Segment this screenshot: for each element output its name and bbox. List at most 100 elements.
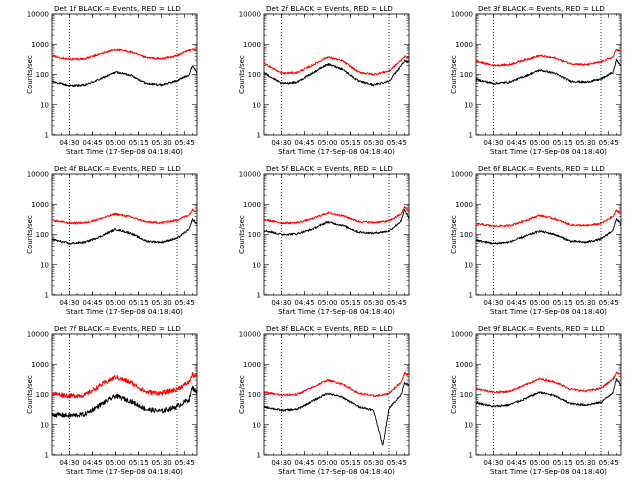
y-axis-label: Counts/sec: [26, 55, 34, 94]
chart-title: Det 5f BLACK = Events, RED = LLD: [266, 164, 393, 173]
x-tick-label: 05:30: [152, 299, 172, 307]
x-tick-label: 05:45: [387, 299, 407, 307]
y-axis-label: Counts/sec: [26, 215, 34, 254]
chart-panel: Det 5f BLACK = Events, RED = LLD 1 10 100 10…: [238, 164, 410, 316]
x-tick-label: 05:30: [364, 459, 384, 467]
lld-series-line: [263, 55, 410, 76]
y-tick-label: 10000: [27, 331, 49, 339]
events-series-line: [475, 378, 622, 408]
y-tick-label: 1: [257, 452, 261, 460]
x-tick-label: 05:15: [340, 459, 360, 467]
x-tick-label: 04:45: [294, 459, 314, 467]
events-series-line: [51, 65, 198, 88]
x-tick-label: 05:45: [599, 139, 619, 147]
x-tick-label: 04:30: [483, 139, 503, 147]
x-tick-label: 05:15: [128, 459, 148, 467]
y-tick-label: 100: [36, 71, 49, 79]
y-tick-label: 10000: [451, 331, 473, 339]
plot-frame: [51, 13, 198, 136]
events-series-line: [263, 208, 410, 236]
chart-title: Det 4f BLACK = Events, RED = LLD: [54, 164, 181, 173]
x-tick-label: 05:00: [105, 459, 125, 467]
chart-panel: Det 7f BLACK = Events, RED = LLD 1 10 100 10…: [26, 324, 198, 476]
x-tick-label: 04:45: [82, 139, 102, 147]
x-tick-label: 04:30: [271, 299, 291, 307]
y-tick-label: 100: [460, 391, 473, 399]
x-axis-label: Start Time (17-Sep-08 04:18:40): [66, 147, 183, 156]
y-tick-label: 1000: [243, 361, 261, 369]
y-tick-label: 100: [36, 231, 49, 239]
x-tick-label: 05:30: [576, 139, 596, 147]
y-tick-label: 10: [40, 421, 49, 429]
x-axis-label: Start Time (17-Sep-08 04:18:40): [278, 467, 395, 476]
x-tick-label: 05:00: [317, 299, 337, 307]
y-tick-label: 1000: [31, 201, 49, 209]
x-tick-label: 04:30: [483, 299, 503, 307]
x-tick-label: 05:30: [364, 139, 384, 147]
y-tick-label: 10000: [239, 331, 261, 339]
y-tick-label: 1000: [243, 41, 261, 49]
chart-title: Det 9f BLACK = Events, RED = LLD: [478, 324, 605, 333]
plot-frame: [51, 173, 198, 296]
chart-title: Det 3f BLACK = Events, RED = LLD: [478, 4, 605, 13]
x-tick-label: 05:15: [340, 299, 360, 307]
x-tick-label: 05:30: [152, 459, 172, 467]
lld-series-line: [51, 371, 198, 399]
x-tick-label: 05:45: [175, 139, 195, 147]
x-tick-label: 04:45: [506, 299, 526, 307]
x-axis-label: Start Time (17-Sep-08 04:18:40): [490, 467, 607, 476]
chart-panel: Det 2f BLACK = Events, RED = LLD 1 10 100 10…: [238, 4, 410, 156]
lld-series-line: [51, 48, 198, 61]
x-tick-label: 04:45: [82, 459, 102, 467]
plot-frame: [475, 173, 622, 296]
y-tick-label: 1000: [31, 361, 49, 369]
lld-series-line: [475, 371, 622, 394]
y-tick-label: 10: [464, 261, 473, 269]
x-tick-label: 05:15: [128, 139, 148, 147]
chart-panel: Det 3f BLACK = Events, RED = LLD 1 10 100 10…: [450, 4, 622, 156]
y-tick-label: 1000: [455, 361, 473, 369]
x-tick-label: 04:30: [59, 139, 79, 147]
x-axis-label: Start Time (17-Sep-08 04:18:40): [490, 147, 607, 156]
y-tick-label: 1: [45, 292, 49, 300]
lld-series-line: [263, 372, 410, 398]
y-tick-label: 10: [252, 261, 261, 269]
x-tick-label: 04:45: [82, 299, 102, 307]
y-tick-label: 100: [460, 231, 473, 239]
x-tick-label: 05:15: [340, 139, 360, 147]
y-tick-label: 1: [469, 452, 473, 460]
x-tick-label: 04:30: [59, 459, 79, 467]
chart-panel: Det 9f BLACK = Events, RED = LLD 1 10 100 10…: [450, 324, 622, 476]
y-tick-label: 10000: [27, 11, 49, 19]
x-tick-label: 04:30: [59, 299, 79, 307]
x-tick-label: 05:45: [175, 299, 195, 307]
y-tick-label: 1: [257, 292, 261, 300]
x-tick-label: 04:45: [294, 299, 314, 307]
chart-title: Det 6f BLACK = Events, RED = LLD: [478, 164, 605, 173]
x-tick-label: 05:00: [529, 139, 549, 147]
y-tick-label: 100: [248, 391, 261, 399]
x-tick-label: 05:00: [529, 459, 549, 467]
y-tick-label: 1000: [455, 201, 473, 209]
x-tick-label: 05:45: [599, 459, 619, 467]
y-tick-label: 10: [40, 101, 49, 109]
lld-series-line: [475, 48, 622, 67]
y-tick-label: 1: [45, 132, 49, 140]
plot-frame: [475, 13, 622, 136]
y-tick-label: 10000: [451, 171, 473, 179]
chart-panel: Det 1f BLACK = Events, RED = LLD 1 10 100 10…: [26, 4, 198, 156]
x-tick-label: 05:15: [552, 299, 572, 307]
y-tick-label: 1: [45, 452, 49, 460]
y-tick-label: 100: [248, 231, 261, 239]
chart-title: Det 2f BLACK = Events, RED = LLD: [266, 4, 393, 13]
y-tick-label: 10: [464, 101, 473, 109]
x-tick-label: 04:45: [294, 139, 314, 147]
x-tick-label: 04:30: [271, 459, 291, 467]
y-tick-label: 10000: [27, 171, 49, 179]
x-tick-label: 05:00: [317, 459, 337, 467]
x-tick-label: 05:45: [599, 299, 619, 307]
x-axis-label: Start Time (17-Sep-08 04:18:40): [66, 307, 183, 316]
chart-panel: Det 8f BLACK = Events, RED = LLD 1 10 100 10…: [238, 324, 410, 476]
y-tick-label: 1: [469, 292, 473, 300]
y-tick-label: 1: [257, 132, 261, 140]
